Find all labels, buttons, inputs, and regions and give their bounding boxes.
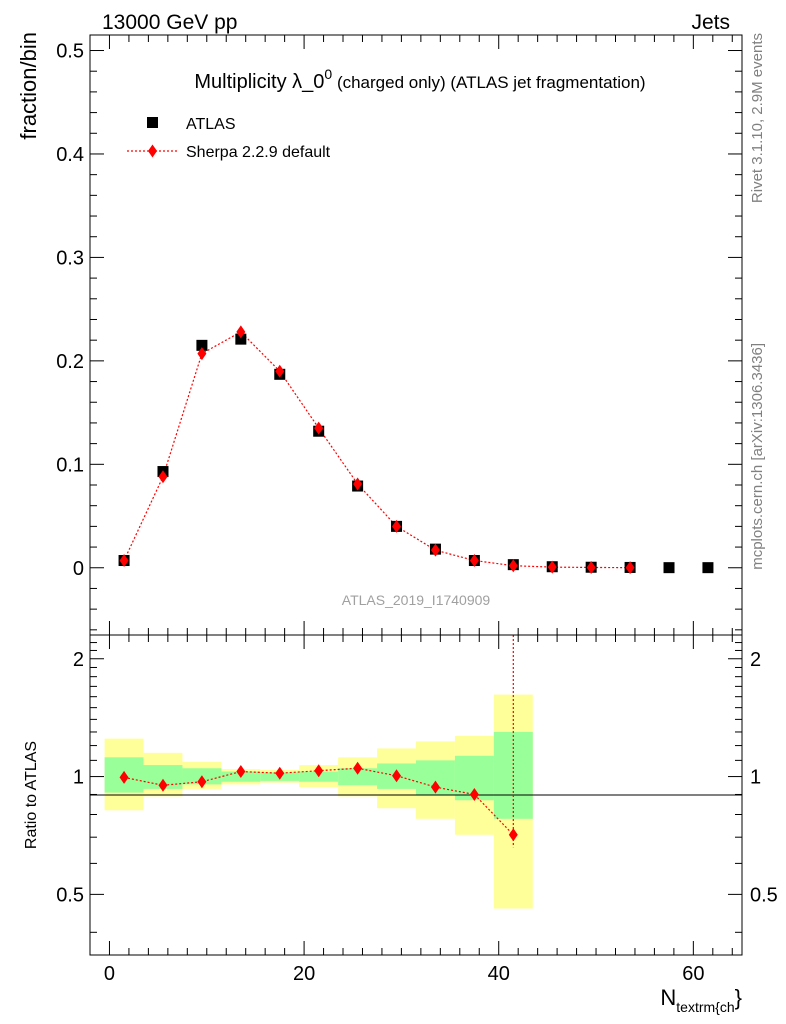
ratio-plot-data (119, 635, 518, 848)
ratio-y-tick-label-right: 0.5 (750, 884, 778, 906)
ratio-axis-ticks: 0.5 0.51 12 20 20 40 60 (56, 635, 778, 985)
ratio-plot-frame (89, 634, 743, 956)
sherpa-data-point (469, 554, 479, 568)
ratio-data-point (392, 769, 402, 783)
ratio-x-label: Ntextrm{ch} (660, 985, 742, 1015)
sherpa-data-point (314, 421, 324, 435)
ratio-data-point (353, 761, 363, 775)
main-plot-data (118, 325, 714, 575)
ratio-data-point (158, 778, 168, 792)
sherpa-data-point (625, 561, 635, 575)
ratio-y-label: Ratio to ATLAS (23, 741, 40, 849)
ratio-y-tick-label: 0.5 (56, 884, 84, 906)
legend-label-sherpa: Sherpa 2.2.9 default (186, 144, 331, 161)
main-panel: 0 0.1 0.2 0.3 0.4 0.5 Multiplicity λ_00 (char… (16, 32, 743, 636)
ratio-y-tick-label-right: 2 (750, 649, 761, 671)
sherpa-data-point (430, 543, 440, 557)
main-y-label: fraction/bin (16, 32, 41, 140)
ratio-data-point (314, 764, 324, 778)
atlas-data-point (702, 562, 714, 574)
ratio-data-point (508, 828, 518, 842)
ratio-x-tick-label: 40 (488, 963, 510, 985)
ratio-panel: 0.5 0.51 12 20 20 40 60 Ratio to ATLAS Ntextrm… (23, 634, 778, 1015)
main-title: Multiplicity λ_00 (charged only) (ATLAS … (194, 66, 645, 93)
main-y-tick-label: 0 (73, 558, 84, 580)
sherpa-data-point (508, 559, 518, 573)
main-y-tick-label: 0.5 (56, 41, 84, 63)
ratio-x-tick-label: 60 (682, 963, 704, 985)
mc-series-line (123, 331, 631, 569)
ratio-data-point (197, 775, 207, 789)
main-y-tick-label: 0.2 (56, 351, 84, 373)
ratio-x-tick-label: 20 (293, 963, 315, 985)
legend-marker-atlas (147, 117, 158, 128)
atlas-data-point (663, 562, 675, 574)
ratio-x-tick-label: 0 (104, 963, 115, 985)
ratio-data-point (119, 770, 129, 784)
energy-label: 13000 GeV pp (102, 11, 237, 34)
ratio-data-point (430, 780, 440, 794)
legend: ATLAS Sherpa 2.2.9 default (127, 116, 331, 161)
sherpa-data-point (353, 477, 363, 491)
source-label: mcplots.cern.ch [arXiv:1306.3436] (749, 343, 766, 570)
ratio-y-tick-label: 2 (73, 649, 84, 671)
sherpa-data-point (586, 560, 596, 574)
sherpa-data-point (158, 470, 168, 484)
sherpa-data-point (197, 347, 207, 361)
main-watermark: ATLAS_2019_I1740909 (342, 592, 491, 608)
main-y-tick-label: 0.4 (56, 144, 84, 166)
main-axis-ticks: 0 0.1 0.2 0.3 0.4 0.5 (56, 35, 742, 635)
main-y-tick-label: 0.3 (56, 247, 84, 269)
ratio-y-tick-label-right: 1 (750, 767, 761, 789)
atlas-data-point (235, 333, 247, 345)
ratio-band-inner (338, 768, 378, 786)
sherpa-data-point (547, 560, 557, 574)
sherpa-data-point (236, 325, 246, 339)
category-label: Jets (691, 11, 730, 34)
ratio-data-point (469, 787, 479, 801)
ratio-y-tick-label: 1 (73, 767, 84, 789)
atlas-data-point (196, 339, 208, 351)
legend-marker-sherpa (148, 144, 157, 158)
ratio-uncertainty-bands (104, 694, 533, 909)
main-y-tick-label: 0.1 (56, 454, 84, 476)
sherpa-data-point (275, 364, 285, 378)
legend-label-atlas: ATLAS (186, 116, 236, 133)
ratio-data-point (275, 766, 285, 780)
sherpa-data-point (119, 554, 129, 568)
ratio-data-point (236, 765, 246, 779)
sherpa-data-point (392, 519, 402, 533)
rivet-label: Rivet 3.1.10, 2.9M events (749, 33, 766, 203)
